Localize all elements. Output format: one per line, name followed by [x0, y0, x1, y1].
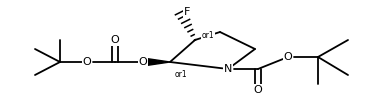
Text: N: N	[224, 64, 232, 74]
Text: or1: or1	[175, 70, 188, 79]
Text: O: O	[83, 57, 91, 67]
Polygon shape	[143, 58, 170, 66]
Text: O: O	[139, 57, 147, 67]
Text: O: O	[254, 85, 262, 95]
Text: O: O	[284, 52, 292, 62]
Text: O: O	[111, 35, 119, 45]
Text: or1: or1	[202, 30, 215, 40]
Text: F: F	[184, 7, 190, 17]
